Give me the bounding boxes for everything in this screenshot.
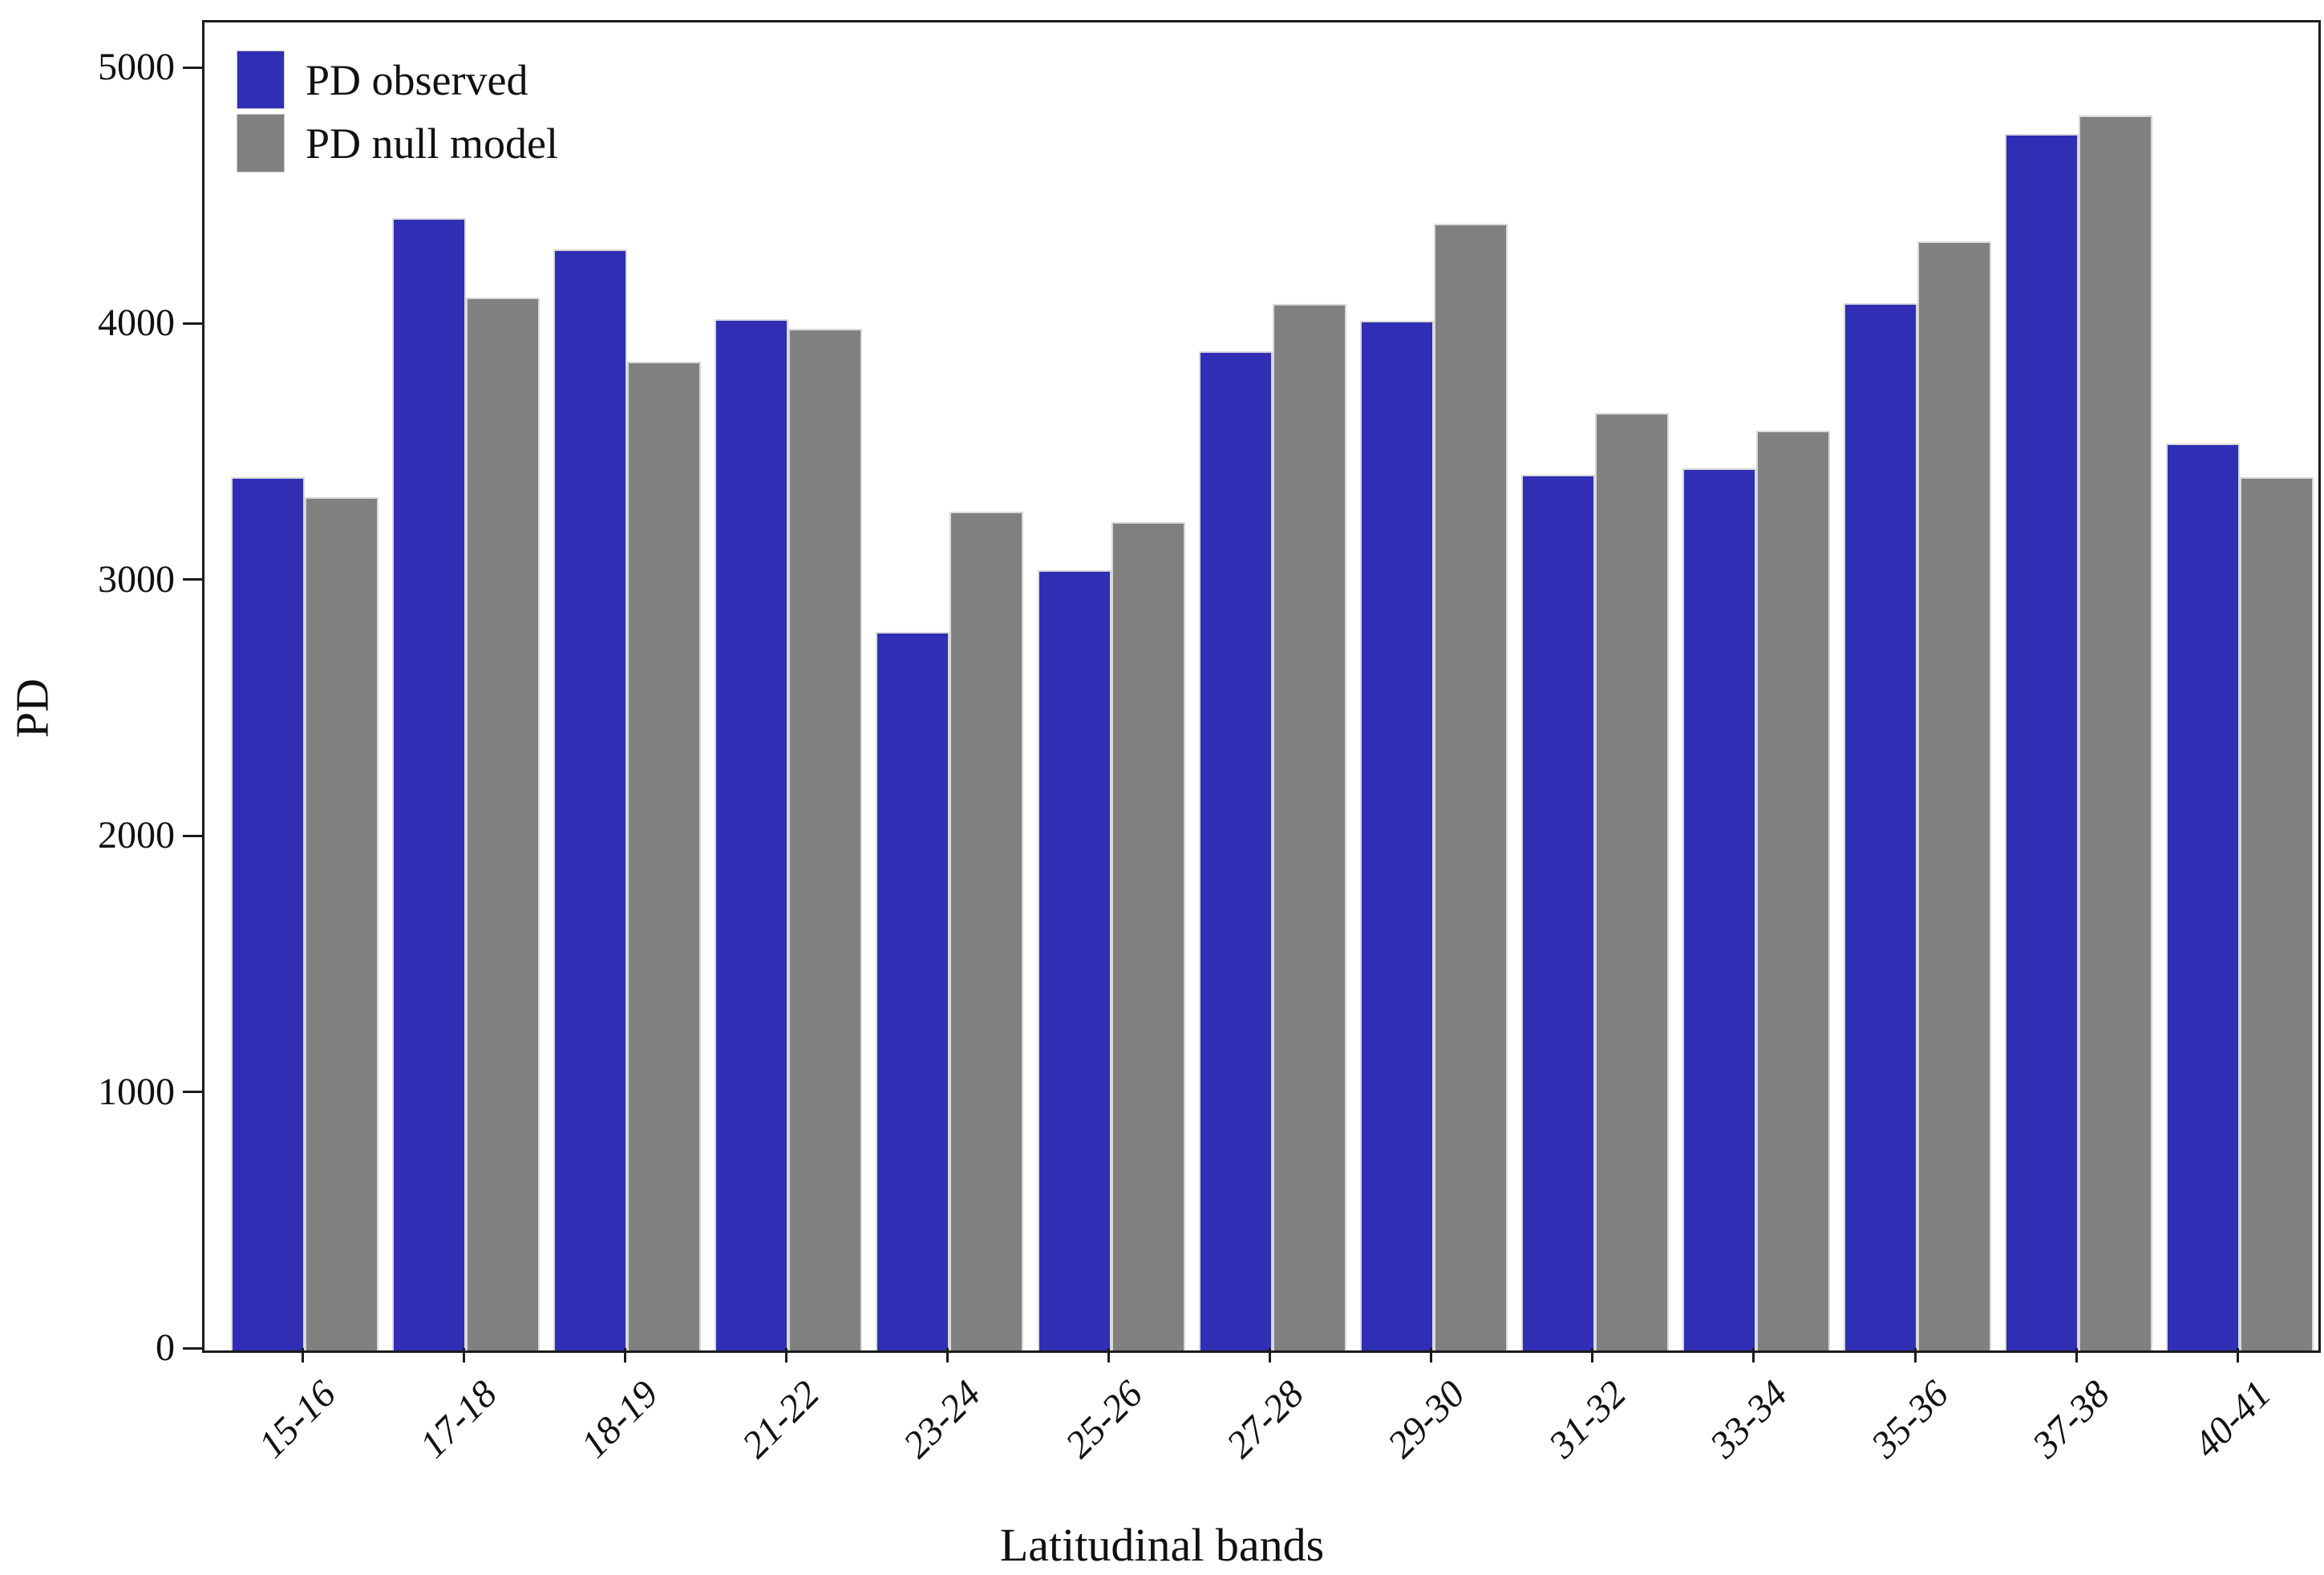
bar-pd-null-model-21-22 — [788, 329, 863, 1350]
bar-pd-observed-21-22 — [715, 319, 789, 1350]
y-tick-label-2000: 2000 — [98, 814, 175, 856]
x-tick-label-33-34: 33-34 — [1702, 1372, 1796, 1467]
bar-pd-null-model-37-38 — [2079, 115, 2153, 1350]
y-tick-2000 — [183, 835, 202, 837]
x-tick-label-21-22: 21-22 — [734, 1372, 828, 1467]
y-tick-3000 — [183, 578, 202, 581]
y-tick-4000 — [183, 322, 202, 325]
x-tick-label-15-16: 15-16 — [250, 1372, 345, 1467]
bar-pd-observed-23-24 — [876, 632, 950, 1350]
x-tick-27-28 — [1269, 1348, 1271, 1362]
x-axis-title: Latitudinal bands — [999, 1519, 1325, 1571]
y-tick-label-3000: 3000 — [98, 558, 175, 601]
bar-pd-null-model-25-26 — [1111, 522, 1185, 1350]
bar-pd-observed-35-36 — [1844, 303, 1917, 1350]
x-tick-label-37-38: 37-38 — [2024, 1372, 2119, 1467]
x-tick-15-16 — [302, 1348, 304, 1362]
x-tick-label-25-26: 25-26 — [1056, 1372, 1151, 1467]
legend-swatch-observed — [237, 51, 285, 109]
y-tick-label-1000: 1000 — [98, 1071, 175, 1113]
y-tick-label-4000: 4000 — [98, 302, 175, 344]
bar-pd-null-model-31-32 — [1594, 413, 1669, 1350]
bar-pd-null-model-33-34 — [1755, 431, 1830, 1350]
bar-pd-observed-18-19 — [553, 249, 628, 1350]
y-tick-5000 — [183, 67, 202, 69]
bar-pd-observed-37-38 — [2005, 134, 2079, 1350]
bar-pd-null-model-27-28 — [1272, 304, 1346, 1350]
bar-pd-null-model-17-18 — [466, 298, 541, 1350]
x-tick-label-31-32: 31-32 — [1541, 1372, 1634, 1467]
x-tick-29-30 — [1430, 1348, 1432, 1362]
bar-pd-null-model-18-19 — [627, 362, 702, 1350]
bar-pd-null-model-40-41 — [2240, 477, 2314, 1350]
bar-pd-observed-15-16 — [231, 477, 305, 1350]
x-tick-35-36 — [1914, 1348, 1917, 1362]
legend-label-null-model: PD null model — [306, 119, 559, 168]
x-tick-21-22 — [785, 1348, 787, 1362]
x-tick-18-19 — [624, 1348, 626, 1362]
bar-pd-observed-17-18 — [392, 218, 467, 1350]
y-axis-title: PD — [6, 678, 59, 739]
bar-pd-observed-29-30 — [1359, 321, 1434, 1350]
x-tick-label-17-18: 17-18 — [411, 1372, 506, 1467]
x-tick-label-35-36: 35-36 — [1863, 1372, 1958, 1467]
x-tick-label-29-30: 29-30 — [1379, 1372, 1473, 1467]
bar-pd-observed-27-28 — [1198, 351, 1273, 1350]
bar-pd-null-model-35-36 — [1917, 241, 1991, 1350]
plot-area: PD observed PD null model — [202, 20, 2321, 1353]
x-tick-40-41 — [2237, 1348, 2239, 1362]
x-tick-label-23-24: 23-24 — [895, 1372, 990, 1467]
bar-pd-observed-25-26 — [1037, 570, 1111, 1350]
x-tick-label-40-41: 40-41 — [2185, 1372, 2280, 1467]
y-tick-label-5000: 5000 — [98, 46, 175, 88]
bar-pd-observed-31-32 — [1520, 475, 1595, 1350]
x-tick-label-27-28: 27-28 — [1218, 1372, 1312, 1467]
x-tick-33-34 — [1752, 1348, 1755, 1362]
x-tick-23-24 — [946, 1348, 949, 1362]
x-tick-17-18 — [463, 1348, 465, 1362]
y-tick-0 — [183, 1347, 202, 1350]
bar-pd-null-model-15-16 — [305, 497, 379, 1350]
bar-pd-observed-33-34 — [1682, 468, 1756, 1350]
legend-label-observed: PD observed — [306, 56, 528, 104]
x-tick-label-18-19: 18-19 — [573, 1372, 667, 1467]
bar-pd-null-model-29-30 — [1433, 224, 1508, 1350]
y-tick-1000 — [183, 1091, 202, 1093]
x-tick-25-26 — [1107, 1348, 1110, 1362]
bar-pd-null-model-23-24 — [949, 512, 1024, 1350]
y-tick-label-0: 0 — [156, 1326, 175, 1369]
x-tick-37-38 — [2075, 1348, 2078, 1362]
bar-pd-observed-40-41 — [2166, 443, 2241, 1350]
legend-swatch-null-model — [237, 114, 285, 172]
x-tick-31-32 — [1591, 1348, 1593, 1362]
